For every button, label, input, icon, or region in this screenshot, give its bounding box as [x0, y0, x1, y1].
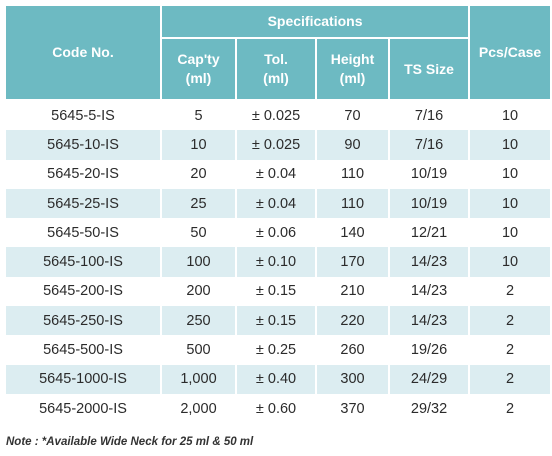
- ts-size-cell: 14/23: [387, 306, 471, 336]
- capacity-cell: 50: [160, 218, 237, 248]
- height-cell: 90: [315, 130, 390, 160]
- header-row-sub: Cap'ty (ml) Tol. (ml) Height (ml) TS Siz…: [5, 37, 551, 101]
- capacity-cell: 500: [160, 335, 237, 365]
- code-cell: 5645-100-IS: [4, 247, 162, 277]
- pcs-case-cell: 2: [468, 306, 552, 336]
- capacity-cell: 5: [160, 100, 237, 131]
- table-body: 5645-5-IS 5 ± 0.025 70 7/16 10 5645-10-IS 10 ± 0…: [4, 100, 552, 424]
- capacity-cell: 25: [160, 188, 237, 219]
- capacity-cell: 100: [160, 247, 237, 277]
- tolerance-cell: ± 0.025: [235, 130, 317, 160]
- table-row: 5645-200-IS 200 ± 0.15 210 14/23 2: [4, 276, 552, 307]
- capacity-cell: 10: [160, 130, 237, 160]
- pcs-case-cell: 10: [468, 247, 552, 277]
- header-ts-size: TS Size: [387, 37, 471, 101]
- tolerance-cell: ± 0.025: [235, 100, 317, 131]
- code-cell: 5645-2000-IS: [4, 393, 162, 424]
- ts-size-cell: 24/29: [387, 364, 471, 394]
- pcs-case-cell: 2: [468, 335, 552, 365]
- table-row: 5645-20-IS 20 ± 0.04 110 10/19 10: [4, 159, 552, 189]
- tolerance-cell: ± 0.15: [235, 276, 317, 307]
- pcs-case-cell: 2: [468, 393, 552, 424]
- capacity-cell: 250: [160, 306, 237, 336]
- code-cell: 5645-10-IS: [4, 130, 162, 160]
- table-row: 5645-50-IS 50 ± 0.06 140 12/21 10: [4, 218, 552, 248]
- code-cell: 5645-20-IS: [4, 159, 162, 189]
- table-row: 5645-2000-IS 2,000 ± 0.60 370 29/32 2: [4, 393, 552, 424]
- table-row: 5645-5-IS 5 ± 0.025 70 7/16 10: [4, 100, 552, 131]
- code-cell: 5645-25-IS: [4, 188, 162, 219]
- ts-size-cell: 7/16: [387, 100, 471, 131]
- tolerance-cell: ± 0.04: [235, 188, 317, 219]
- tolerance-cell: ± 0.06: [235, 218, 317, 248]
- ts-size-cell: 29/32: [387, 393, 471, 424]
- pcs-case-cell: 2: [468, 364, 552, 394]
- ts-size-cell: 14/23: [387, 247, 471, 277]
- specifications-table: Code No. Specifications Pcs/Case Cap'ty …: [4, 4, 552, 424]
- header-pcs-case: Pcs/Case: [468, 4, 552, 101]
- code-cell: 5645-50-IS: [4, 218, 162, 248]
- height-cell: 70: [315, 100, 390, 131]
- code-cell: 5645-200-IS: [4, 276, 162, 307]
- tolerance-cell: ± 0.25: [235, 335, 317, 365]
- header-tolerance: Tol. (ml): [235, 37, 317, 101]
- code-cell: 5645-250-IS: [4, 306, 162, 336]
- ts-size-cell: 19/26: [387, 335, 471, 365]
- ts-size-cell: 14/23: [387, 276, 471, 307]
- header-row-top: Code No. Specifications Pcs/Case: [4, 4, 552, 101]
- table-row: 5645-250-IS 250 ± 0.15 220 14/23 2: [4, 306, 552, 336]
- capacity-cell: 200: [160, 276, 237, 307]
- height-cell: 210: [315, 276, 390, 307]
- tolerance-cell: ± 0.04: [235, 159, 317, 189]
- height-cell: 370: [315, 393, 390, 424]
- ts-size-cell: 12/21: [387, 218, 471, 248]
- table-row: 5645-25-IS 25 ± 0.04 110 10/19 10: [4, 188, 552, 219]
- code-cell: 5645-500-IS: [4, 335, 162, 365]
- header-height: Height (ml): [315, 37, 390, 101]
- tolerance-cell: ± 0.60: [235, 393, 317, 424]
- tolerance-cell: ± 0.40: [235, 364, 317, 394]
- pcs-case-cell: 2: [468, 276, 552, 307]
- capacity-cell: 20: [160, 159, 237, 189]
- capacity-cell: 1,000: [160, 364, 237, 394]
- ts-size-cell: 7/16: [387, 130, 471, 160]
- tolerance-cell: ± 0.15: [235, 306, 317, 336]
- code-cell: 5645-1000-IS: [4, 364, 162, 394]
- header-specifications: Specifications: [159, 4, 471, 39]
- table-row: 5645-100-IS 100 ± 0.10 170 14/23 10: [4, 247, 552, 277]
- code-cell: 5645-5-IS: [4, 100, 162, 131]
- height-cell: 300: [315, 364, 390, 394]
- pcs-case-cell: 10: [468, 159, 552, 189]
- table-row: 5645-1000-IS 1,000 ± 0.40 300 24/29 2: [4, 364, 552, 394]
- height-cell: 260: [315, 335, 390, 365]
- height-cell: 170: [315, 247, 390, 277]
- footnote: Note : *Available Wide Neck for 25 ml & …: [6, 436, 254, 448]
- tolerance-cell: ± 0.10: [235, 247, 317, 277]
- table-row: 5645-500-IS 500 ± 0.25 260 19/26 2: [4, 335, 552, 365]
- pcs-case-cell: 10: [468, 100, 552, 131]
- table-row: 5645-10-IS 10 ± 0.025 90 7/16 10: [4, 130, 552, 160]
- pcs-case-cell: 10: [468, 218, 552, 248]
- height-cell: 140: [315, 218, 390, 248]
- capacity-cell: 2,000: [160, 393, 237, 424]
- header-capacity: Cap'ty (ml): [160, 37, 237, 101]
- pcs-case-cell: 10: [468, 130, 552, 160]
- ts-size-cell: 10/19: [387, 188, 471, 219]
- height-cell: 110: [315, 188, 390, 219]
- pcs-case-cell: 10: [468, 188, 552, 219]
- header-code-no: Code No.: [4, 4, 162, 101]
- ts-size-cell: 10/19: [387, 159, 471, 189]
- height-cell: 110: [315, 159, 390, 189]
- height-cell: 220: [315, 306, 390, 336]
